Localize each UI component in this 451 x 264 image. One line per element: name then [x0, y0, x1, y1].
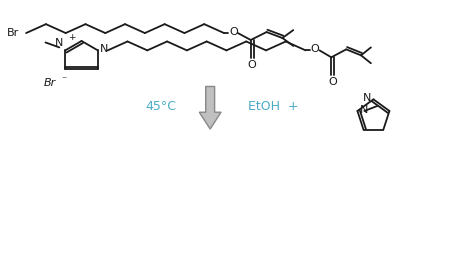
- Text: +: +: [68, 34, 76, 43]
- Text: N: N: [100, 44, 108, 54]
- Text: N: N: [362, 93, 371, 103]
- Text: EtOH  +: EtOH +: [247, 100, 298, 113]
- Text: O: O: [327, 77, 336, 87]
- Text: N: N: [359, 105, 367, 115]
- Text: ⁻: ⁻: [61, 75, 66, 85]
- Text: Br: Br: [43, 78, 55, 88]
- Text: N: N: [55, 38, 63, 48]
- Text: Br: Br: [7, 28, 19, 38]
- Text: O: O: [229, 27, 237, 37]
- Text: O: O: [247, 60, 256, 70]
- Polygon shape: [199, 87, 221, 129]
- Text: 45°C: 45°C: [145, 100, 176, 113]
- Text: O: O: [310, 44, 318, 54]
